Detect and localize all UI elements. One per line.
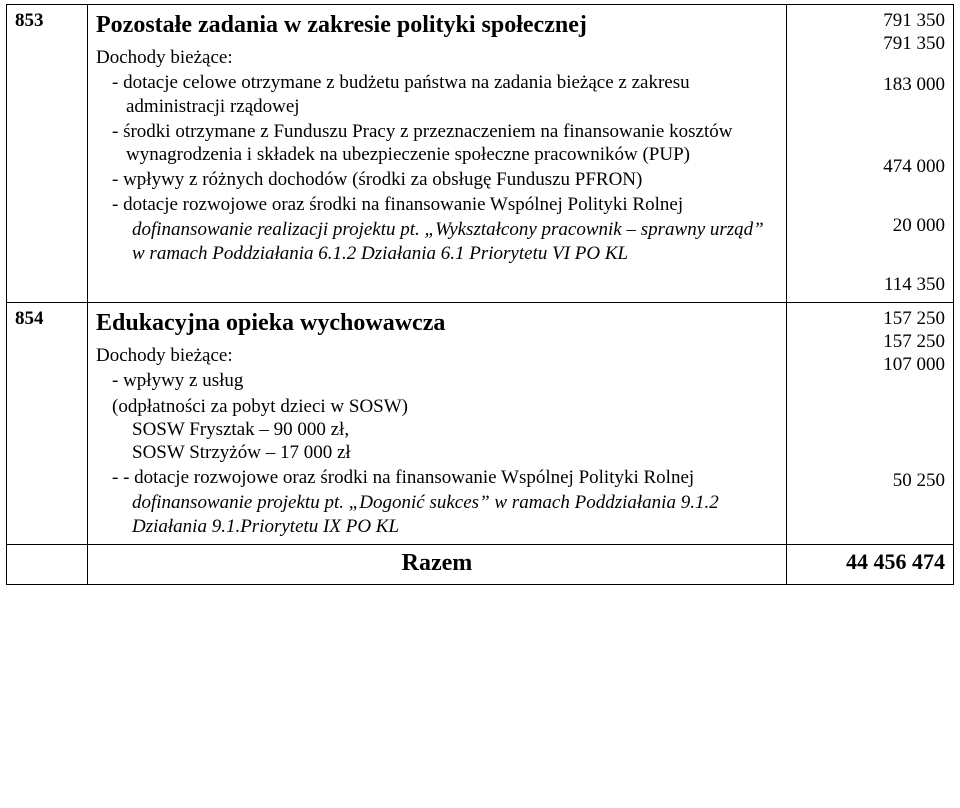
- row-853-item-2: środki otrzymane z Funduszu Pracy z prze…: [112, 120, 778, 166]
- row-854-amounts: 157 250 157 250 107 000 50 250: [787, 303, 954, 545]
- row-853-amt-total: 791 350: [883, 9, 945, 32]
- row-853-body: Pozostałe zadania w zakresie polityki sp…: [88, 5, 787, 303]
- row-853-amounts: 791 350 791 350 183 000 474 000 20 000 1…: [787, 5, 954, 303]
- row-853-items: dotacje celowe otrzymane z budżetu państ…: [96, 71, 778, 216]
- row-854-code: 854: [7, 303, 88, 545]
- row-854-line-b: SOSW Strzyżów – 17 000 zł: [96, 441, 778, 464]
- row-853-title: Pozostałe zadania w zakresie polityki sp…: [96, 11, 778, 40]
- row-854-title: Edukacyjna opieka wychowawcza: [96, 309, 778, 338]
- row-853-note: dofinansowanie realizacji projektu pt. „…: [96, 218, 778, 264]
- row-853-amt-3: 20 000: [893, 214, 945, 237]
- row-854-amt-title: 157 250: [883, 330, 945, 353]
- row-total-label: Razem: [96, 549, 778, 578]
- row-854: 854 Edukacyjna opieka wychowawcza Dochod…: [7, 303, 954, 545]
- row-854-item-2: - dotacje rozwojowe oraz środki na finan…: [112, 466, 778, 489]
- row-854-amt-1: 107 000: [883, 353, 945, 376]
- row-853-code: 853: [7, 5, 88, 303]
- row-854-note: dofinansowanie projektu pt. „Dogonić suk…: [96, 491, 778, 537]
- row-853-sublabel: Dochody bieżące:: [96, 46, 778, 69]
- row-total-body: Razem: [88, 544, 787, 584]
- row-854-sublabel: Dochody bieżące:: [96, 344, 778, 367]
- row-853-item-3: wpływy z różnych dochodów (środki za obs…: [112, 168, 778, 191]
- row-853-amt-title: 791 350: [883, 32, 945, 55]
- row-854-line-a: SOSW Frysztak – 90 000 zł,: [96, 418, 778, 441]
- row-853-item-4: dotacje rozwojowe oraz środki na finanso…: [112, 193, 778, 216]
- row-total: Razem 44 456 474: [7, 544, 954, 584]
- row-853: 853 Pozostałe zadania w zakresie polityk…: [7, 5, 954, 303]
- budget-table: 853 Pozostałe zadania w zakresie polityk…: [6, 4, 954, 585]
- row-853-amt-2: 474 000: [883, 155, 945, 178]
- row-853-item-1: dotacje celowe otrzymane z budżetu państ…: [112, 71, 778, 117]
- row-854-amt-total: 157 250: [883, 307, 945, 330]
- row-854-items-2: - dotacje rozwojowe oraz środki na finan…: [96, 466, 778, 489]
- row-854-item-1: wpływy z usług: [112, 369, 778, 392]
- row-853-amt-4: 114 350: [884, 273, 945, 296]
- row-853-amt-1: 183 000: [883, 73, 945, 96]
- row-854-paren: (odpłatności za pobyt dzieci w SOSW): [96, 395, 778, 418]
- row-total-code: [7, 544, 88, 584]
- row-total-amount: 44 456 474: [787, 544, 954, 584]
- row-854-amt-2: 50 250: [893, 469, 945, 492]
- row-854-items-1: wpływy z usług: [96, 369, 778, 392]
- row-854-body: Edukacyjna opieka wychowawcza Dochody bi…: [88, 303, 787, 545]
